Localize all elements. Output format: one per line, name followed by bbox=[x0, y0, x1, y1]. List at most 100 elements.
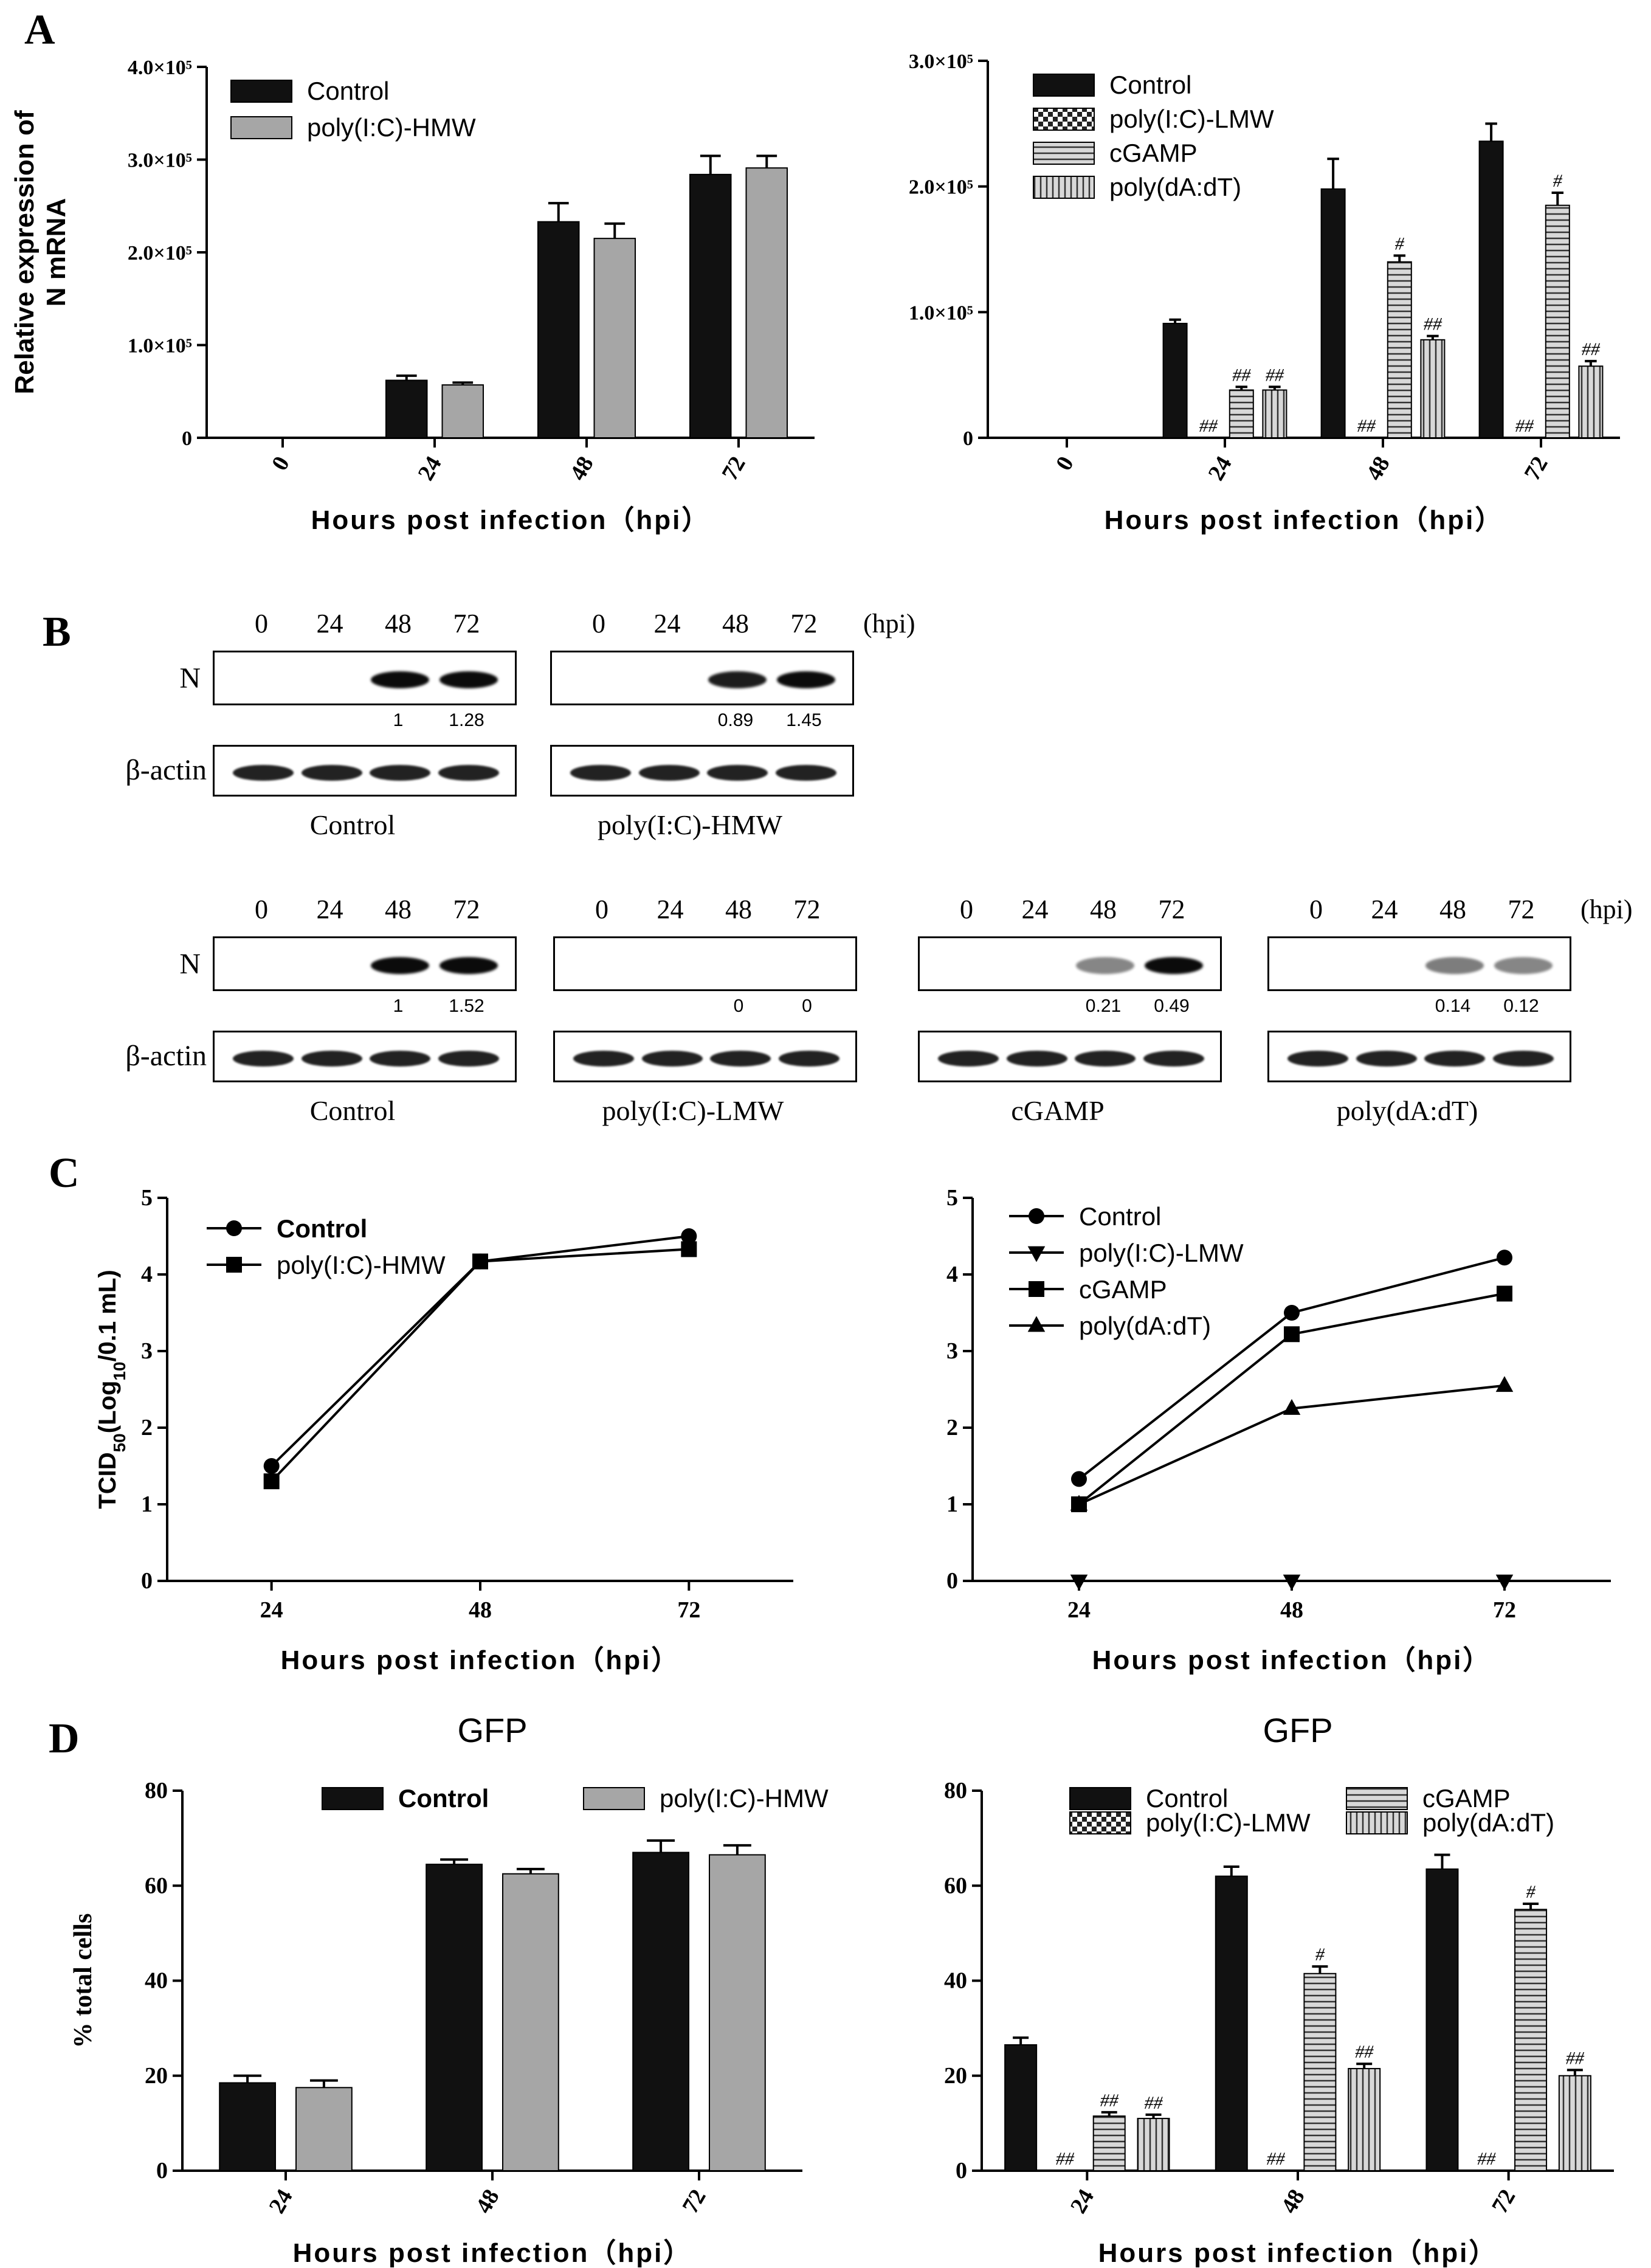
y-tick-label: 2 bbox=[946, 1415, 958, 1440]
bar bbox=[1092, 2115, 1126, 2171]
significance-mark: ## bbox=[1056, 2149, 1075, 2169]
bar bbox=[593, 238, 636, 438]
lane-label: 72 bbox=[1508, 894, 1535, 924]
x-tick-label: 24 bbox=[1067, 1597, 1091, 1623]
legend-label: poly(I:C)-LMW bbox=[1146, 1808, 1311, 1837]
chart-d-right: GFP 0 20 40 60 80 24 48 72 Hours post infection（h… bbox=[944, 1711, 1614, 2268]
blot-group-label: poly(I:C)-LMW bbox=[602, 1095, 784, 1126]
significance-mark: ## bbox=[1266, 365, 1284, 385]
y-tick-label: 5 bbox=[946, 1185, 958, 1211]
x-tick-label: 48 bbox=[469, 1597, 492, 1623]
blot-n bbox=[553, 936, 857, 991]
significance-mark: # bbox=[1315, 1945, 1325, 1965]
x-tick-label: 72 bbox=[677, 2185, 711, 2218]
actin-band bbox=[370, 1050, 430, 1067]
chart-c-left: 0 1 2 3 4 5 24 48 72 Hours post infection（hpi） TCI… bbox=[94, 1185, 793, 1675]
legend-label: poly(I:C)-HMW bbox=[660, 1784, 829, 1813]
y-tick-label: 4 bbox=[946, 1262, 958, 1287]
band-quantification: 1 bbox=[393, 996, 404, 1016]
actin-band bbox=[1492, 1050, 1554, 1067]
data-point bbox=[1283, 1574, 1301, 1591]
x-axis-label: Hours post infection（hpi） bbox=[281, 1645, 680, 1675]
panel-letter-d: D bbox=[49, 1715, 80, 1762]
n-band bbox=[776, 671, 835, 688]
x-axis-label: Hours post infection（hpi） bbox=[1092, 1645, 1492, 1675]
y-tick-label: 5 bbox=[141, 1185, 153, 1211]
bar bbox=[219, 2082, 277, 2171]
legend-label: poly(I:C)-HMW bbox=[307, 113, 476, 142]
data-point bbox=[1071, 1471, 1087, 1487]
significance-mark: ## bbox=[1515, 416, 1534, 436]
bar bbox=[1215, 1875, 1248, 2171]
x-tick-label: 0 bbox=[267, 452, 295, 475]
actin-band bbox=[233, 764, 294, 781]
lane-label: 24 bbox=[316, 609, 343, 638]
blot-actin bbox=[213, 745, 517, 797]
bar bbox=[632, 1851, 689, 2171]
x-tick-label: 24 bbox=[260, 1597, 283, 1623]
bar bbox=[689, 173, 732, 438]
legend-label: poly(dA:dT) bbox=[1422, 1808, 1554, 1837]
data-point bbox=[1495, 1574, 1514, 1591]
x-tick-label: 48 bbox=[1276, 2185, 1309, 2218]
lane-label: 48 bbox=[385, 609, 412, 638]
blot-group-label: poly(I:C)-HMW bbox=[597, 809, 783, 840]
y-tick-label: 0 bbox=[963, 427, 973, 450]
n-band bbox=[439, 957, 498, 974]
data-point bbox=[1070, 1574, 1088, 1591]
data-point bbox=[263, 1473, 280, 1490]
bar bbox=[1545, 204, 1570, 438]
bar bbox=[1262, 389, 1287, 439]
bar bbox=[502, 1873, 559, 2171]
significance-mark: ## bbox=[1477, 2149, 1496, 2169]
lane-label: 0 bbox=[1309, 894, 1323, 924]
data-point bbox=[1497, 1250, 1512, 1266]
y-tick-label: 1 bbox=[946, 1492, 958, 1517]
data-point bbox=[1027, 1246, 1046, 1262]
x-tick-label: 24 bbox=[1066, 2185, 1099, 2218]
legend-swatch bbox=[1033, 108, 1095, 131]
y-tick-label: 4 bbox=[141, 1262, 153, 1287]
chart-a-left: 0 1.0×10⁵ 2.0×10⁵ 3.0×10⁵ 4.0×10⁵ 0 24 48 72Hour… bbox=[10, 57, 815, 535]
bar bbox=[709, 1854, 766, 2171]
bar bbox=[1558, 2075, 1591, 2171]
actin-band bbox=[570, 764, 631, 781]
x-tick-label: 72 bbox=[1519, 452, 1553, 485]
legend-label: cGAMP bbox=[1422, 1784, 1511, 1813]
actin-band bbox=[638, 764, 700, 781]
bar bbox=[745, 167, 788, 438]
y-tick-label: 1.0×10⁵ bbox=[128, 335, 192, 358]
blot-n bbox=[550, 651, 854, 705]
actin-band bbox=[1356, 1050, 1417, 1067]
legend-label: Control bbox=[1109, 71, 1191, 99]
row-label-actin: β-actin bbox=[125, 754, 207, 786]
y-tick-label: 0 bbox=[946, 1568, 958, 1594]
bar bbox=[1420, 339, 1446, 438]
chart-d-left: GFP 0 20 40 60 80 24 48 72 Hours post infection（h… bbox=[69, 1711, 829, 2268]
n-band bbox=[371, 671, 429, 688]
actin-band bbox=[710, 1050, 771, 1067]
bar bbox=[1425, 1868, 1459, 2171]
y-tick-label: 40 bbox=[145, 1968, 168, 1994]
hpi-label: (hpi) bbox=[863, 609, 915, 638]
x-tick-label: 24 bbox=[1203, 452, 1236, 485]
n-band bbox=[1076, 957, 1134, 974]
legend-swatch bbox=[1069, 1787, 1131, 1810]
y-axis-label: N mRNA bbox=[41, 198, 71, 306]
actin-band bbox=[938, 1050, 999, 1067]
bar bbox=[537, 221, 580, 438]
data-point bbox=[681, 1241, 697, 1257]
x-tick-label: 24 bbox=[413, 452, 446, 485]
data-point bbox=[1283, 1398, 1301, 1415]
lane-label: 0 bbox=[595, 894, 608, 924]
n-band bbox=[371, 957, 429, 974]
lane-label: 48 bbox=[1090, 894, 1117, 924]
y-tick-label: 4.0×10⁵ bbox=[128, 57, 192, 79]
chart-title: GFP bbox=[457, 1711, 527, 1749]
lane-label: 72 bbox=[790, 609, 818, 638]
bar bbox=[1162, 322, 1188, 439]
significance-mark: ## bbox=[1424, 314, 1442, 334]
data-point bbox=[472, 1253, 488, 1270]
y-axis-label: Relative expression of bbox=[10, 110, 40, 394]
y-tick-label: 20 bbox=[944, 2063, 967, 2089]
